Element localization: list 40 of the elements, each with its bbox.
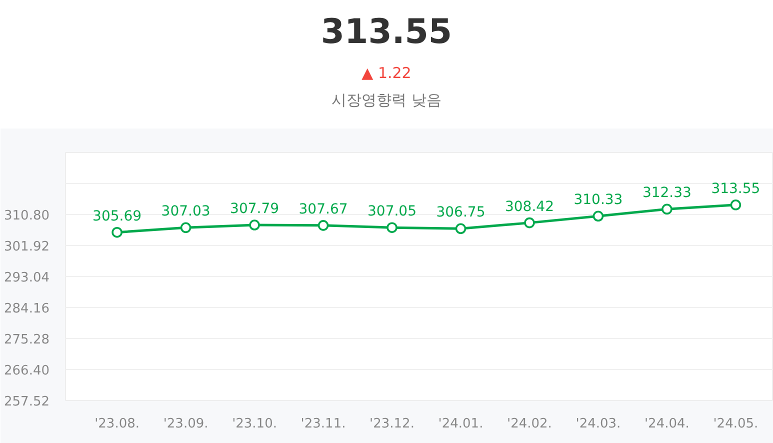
x-tick-label: '24.04.	[644, 416, 690, 432]
data-label: 308.42	[504, 198, 554, 215]
text: 시장영향력 낮음	[330, 90, 442, 111]
x-tick-label: '23.11.	[300, 416, 346, 432]
point	[249, 220, 260, 230]
data-label: 307.67	[298, 201, 348, 218]
data-label: 310.33	[574, 192, 623, 208]
data-label: 312.33	[642, 185, 692, 202]
point	[662, 204, 672, 215]
text: 293.04	[4, 270, 50, 286]
data-label: 307.05	[368, 204, 417, 220]
text: 257.52	[4, 394, 50, 410]
text: 284.16	[4, 302, 50, 316]
data-label: 305.69	[92, 208, 142, 224]
point	[386, 222, 398, 233]
chart-subtitle: ▲ 1.22	[360, 62, 412, 84]
x-tick-label: '23.09.	[163, 416, 208, 432]
x-tick-label: '24.05.	[713, 416, 758, 432]
data-label: 313.55	[711, 180, 760, 197]
point	[112, 226, 122, 238]
data-label: 306.75	[436, 204, 486, 221]
text: 301.92	[4, 240, 50, 254]
data-label: 307.79	[230, 201, 280, 218]
point	[318, 220, 329, 231]
point	[455, 223, 466, 234]
x-tick-label: '24.03.	[576, 416, 621, 432]
x-tick-label: '23.10.	[232, 416, 278, 432]
data-label: 307.03	[161, 204, 210, 220]
x-tick-label: '24.01.	[438, 416, 484, 432]
text: 310.80	[4, 208, 50, 224]
point	[180, 222, 192, 234]
chart-title: 313.55	[320, 11, 454, 54]
point	[730, 200, 742, 210]
x-tick-label: '23.08.	[94, 416, 140, 432]
x-tick-label: '24.02.	[507, 416, 552, 432]
x-tick-label: '23.12.	[370, 416, 414, 432]
text: 266.40	[4, 364, 50, 378]
point	[524, 217, 535, 228]
point	[592, 210, 604, 222]
text: 275.28	[4, 332, 50, 348]
